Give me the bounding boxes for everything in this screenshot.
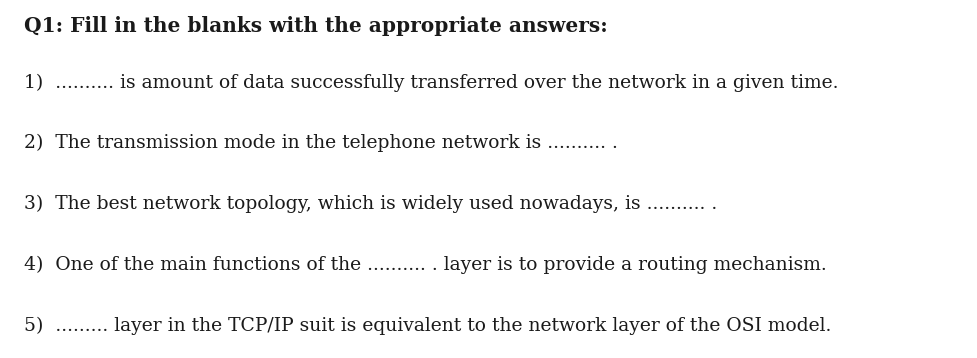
Text: 4)  One of the main functions of the .......... . layer is to provide a routing : 4) One of the main functions of the ....…	[24, 256, 828, 274]
Text: 1)  .......... is amount of data successfully transferred over the network in a : 1) .......... is amount of data successf…	[24, 73, 839, 92]
Text: 2)  The transmission mode in the telephone network is .......... .: 2) The transmission mode in the telephon…	[24, 134, 618, 153]
Text: 3)  The best network topology, which is widely used nowadays, is .......... .: 3) The best network topology, which is w…	[24, 195, 718, 213]
Text: 5)  ......... layer in the TCP/IP suit is equivalent to the network layer of the: 5) ......... layer in the TCP/IP suit is…	[24, 317, 831, 335]
Text: Q1: Fill in the blanks with the appropriate answers:: Q1: Fill in the blanks with the appropri…	[24, 16, 608, 36]
